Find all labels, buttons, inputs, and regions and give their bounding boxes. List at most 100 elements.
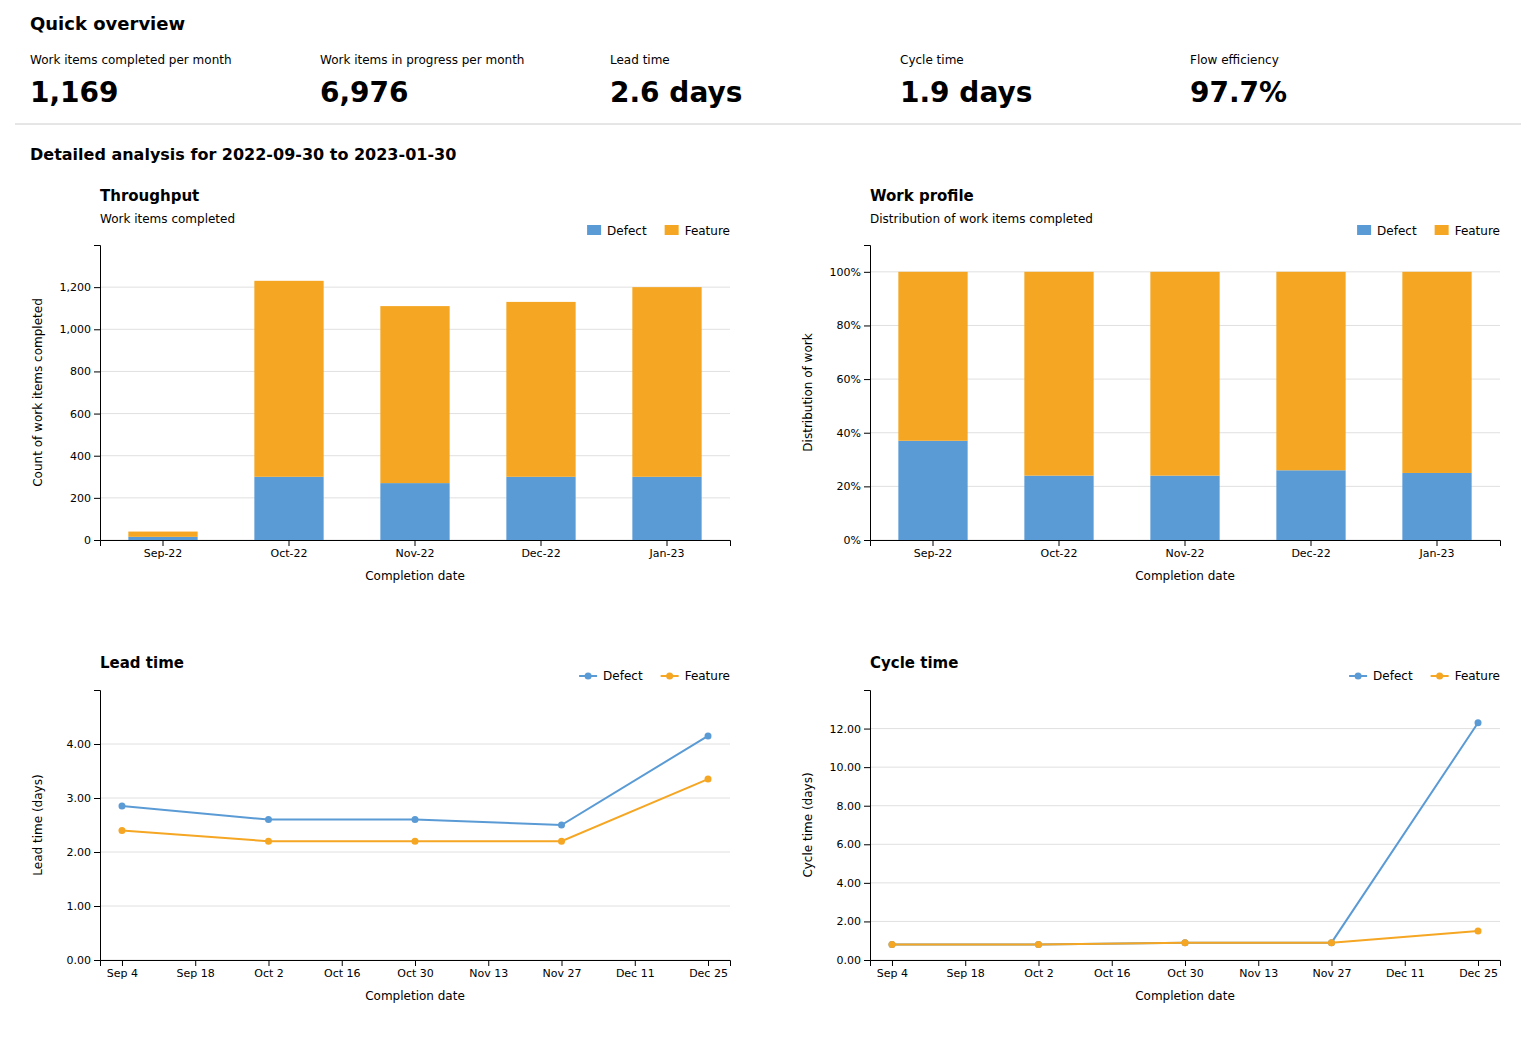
tick-label: 20% — [837, 480, 861, 493]
tick-label: 200 — [70, 492, 91, 505]
legend-swatch — [587, 225, 601, 235]
tick-label: 2.00 — [837, 915, 862, 928]
legend-item: Feature — [665, 224, 730, 238]
tick-label: Oct 16 — [324, 967, 361, 980]
legend-item: Defect — [587, 224, 647, 238]
axis-domain — [94, 691, 101, 961]
tick-mark — [864, 960, 870, 961]
tick: Dec 25 — [1459, 960, 1498, 980]
axis-domain — [871, 541, 1501, 547]
y-axis: 02004006008001,0001,200 — [60, 246, 101, 548]
tick: 20% — [837, 480, 870, 493]
tick: Oct 2 — [254, 960, 284, 980]
x-axis-title: Completion date — [365, 569, 465, 583]
grid-line — [870, 767, 1500, 768]
tick: Sep-22 — [144, 540, 183, 560]
tick-mark — [268, 960, 269, 966]
tick-label: Nov 27 — [1313, 967, 1352, 980]
tick-mark — [541, 540, 542, 546]
tick-label: 1.00 — [67, 900, 92, 913]
tick: Sep 4 — [107, 960, 138, 980]
bar — [506, 477, 575, 540]
tick: Nov-22 — [1165, 540, 1204, 560]
tick-label: 1,000 — [60, 323, 92, 336]
detail-title: Detailed analysis for 2022-09-30 to 2023… — [30, 145, 456, 164]
legend: Defect Feature — [1357, 224, 1500, 238]
legend-marker — [1436, 673, 1443, 680]
bar — [128, 537, 197, 540]
y-axis-title: Count of work items completed — [31, 298, 45, 487]
tick: 12.00 — [830, 723, 871, 736]
tick-label: 10.00 — [830, 761, 862, 774]
bar — [1150, 272, 1219, 476]
tick-mark — [1059, 540, 1060, 546]
tick-mark — [415, 540, 416, 546]
tick-label: Nov 13 — [1239, 967, 1278, 980]
tick-label: Dec 11 — [1386, 967, 1425, 980]
tick: 40% — [837, 427, 870, 440]
legend-label: Defect — [607, 224, 647, 238]
bar — [1024, 272, 1093, 476]
tick-label: Oct 30 — [1167, 967, 1204, 980]
tick-mark — [289, 540, 290, 546]
metric-label: Cycle time — [900, 53, 964, 67]
grid-line — [870, 728, 1500, 729]
plot-area — [898, 272, 1471, 540]
x-axis: Sep-22Oct-22Nov-22Dec-22Jan-23 — [101, 540, 731, 560]
line — [892, 723, 1478, 945]
legend-item: Defect — [1349, 669, 1413, 683]
bar — [1276, 272, 1345, 470]
tick-mark — [1185, 960, 1186, 966]
plot-area — [888, 719, 1481, 948]
tick: 6.00 — [837, 838, 871, 851]
tick-label: Oct-22 — [1041, 547, 1078, 560]
x-axis-title: Completion date — [1135, 569, 1235, 583]
plot-area — [128, 281, 701, 540]
tick-mark — [864, 486, 870, 487]
tick-mark — [1112, 960, 1113, 966]
point — [412, 816, 419, 823]
tick-mark — [94, 414, 100, 415]
bar — [1024, 476, 1093, 540]
bar — [380, 306, 449, 483]
tick: 3.00 — [67, 792, 101, 805]
legend-item: Feature — [1435, 224, 1500, 238]
point — [558, 838, 565, 845]
tick-mark — [864, 921, 870, 922]
tick-mark — [1258, 960, 1259, 966]
point — [265, 816, 272, 823]
legend-label: Feature — [1455, 224, 1500, 238]
legend-label: Defect — [1377, 224, 1417, 238]
legend: DefectFeature — [579, 669, 730, 683]
y-axis: 0%20%40%60%80%100% — [830, 246, 871, 548]
tick-mark — [94, 371, 100, 372]
point — [412, 838, 419, 845]
point — [1328, 939, 1335, 946]
tick-label: 0 — [84, 534, 91, 547]
tick-mark — [94, 906, 100, 907]
tick: 400 — [70, 450, 100, 463]
tick-mark — [94, 287, 100, 288]
point — [1182, 939, 1189, 946]
tick: Oct 30 — [1167, 960, 1204, 980]
grid-line — [870, 882, 1500, 883]
point — [1182, 939, 1189, 946]
tick-label: Dec-22 — [1291, 547, 1330, 560]
tick-label: 60% — [837, 373, 861, 386]
tick-mark — [864, 729, 870, 730]
tick-label: Sep 18 — [177, 967, 215, 980]
point — [1328, 939, 1335, 946]
plot-area — [118, 732, 711, 844]
tick-label: Sep 4 — [107, 967, 138, 980]
tick-label: 0% — [844, 534, 861, 547]
tick: 1,200 — [60, 281, 101, 294]
x-axis: Sep-22Oct-22Nov-22Dec-22Jan-23 — [871, 540, 1501, 560]
tick-mark — [1437, 540, 1438, 546]
tick-mark — [94, 960, 100, 961]
point — [265, 838, 272, 845]
tick-mark — [864, 806, 870, 807]
grid-line — [100, 744, 730, 745]
bar — [632, 287, 701, 477]
y-axis-title: Cycle time (days) — [801, 772, 815, 877]
bar — [506, 302, 575, 477]
